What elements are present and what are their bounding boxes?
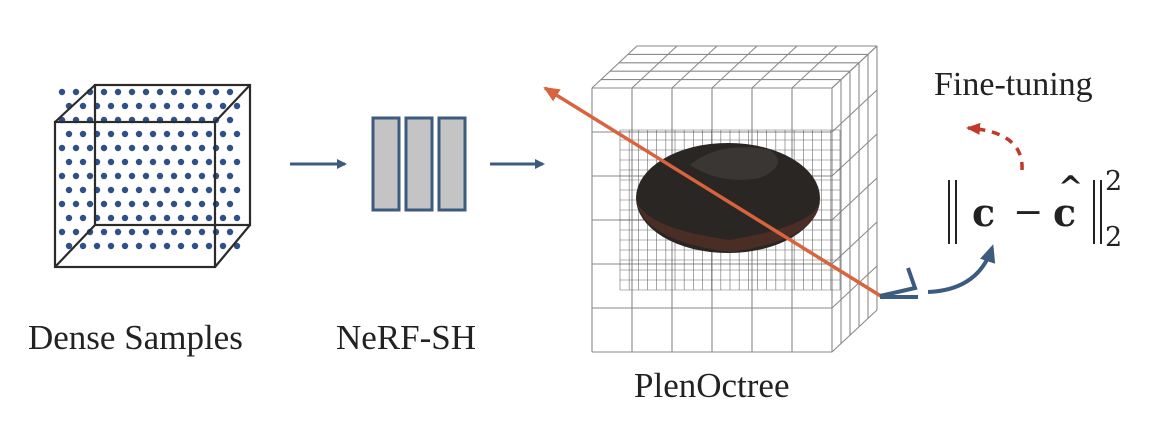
dense-samples-cube (53, 83, 252, 269)
fine-tuning-arrow (966, 122, 1024, 171)
ray-arrow (543, 86, 885, 300)
loss-c: c (972, 190, 996, 235)
label-nerf-sh: NeRF-SH (336, 318, 477, 357)
loss-minus: − (1013, 192, 1044, 233)
label-plenoctree: PlenOctree (634, 366, 790, 405)
norm-bar-left (948, 180, 957, 244)
camera-triangle-icon (879, 267, 918, 299)
nerf-sh-network-icon (371, 116, 467, 212)
loss-superscript: 2 (1105, 166, 1123, 197)
loss-c-hat: c (1053, 190, 1077, 235)
scene-object (636, 143, 820, 253)
plenoctree-grid (543, 45, 918, 353)
label-fine-tuning: Fine-tuning (934, 66, 1093, 103)
norm-bar-right (1093, 180, 1102, 244)
loss-feedback-arrow (927, 244, 996, 294)
label-dense-samples: Dense Samples (28, 318, 243, 357)
loss-hat: ^ (1058, 170, 1084, 205)
loss-subscript: 2 (1105, 222, 1123, 253)
